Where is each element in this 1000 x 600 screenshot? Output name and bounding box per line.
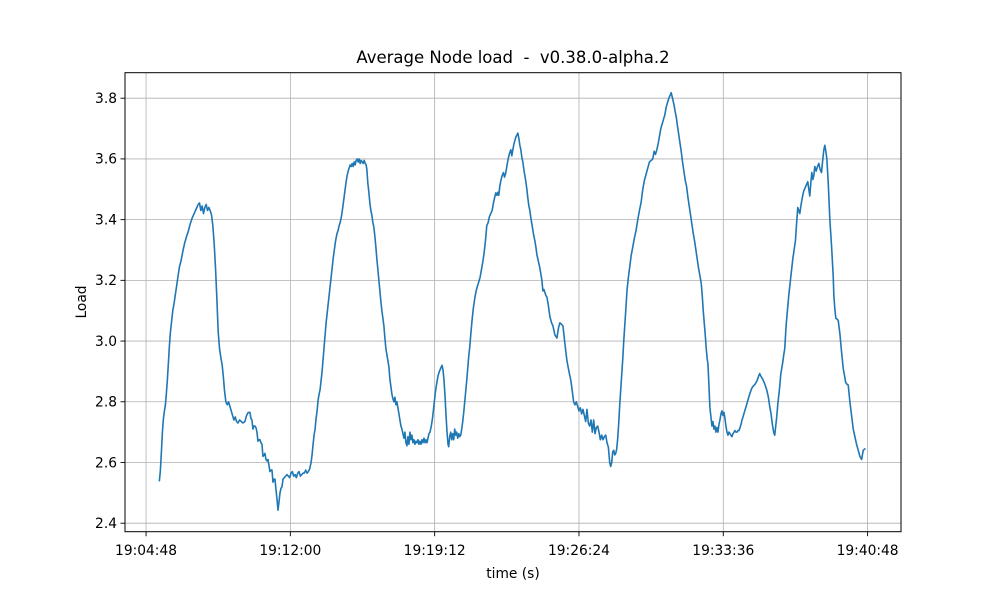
x-axis-label: time (s) [486, 566, 540, 582]
load-series-line [158, 91, 866, 511]
y-tick-label: 3.4 [95, 212, 117, 228]
x-tick-label: 19:19:12 [404, 543, 466, 559]
y-tick-label: 3.0 [95, 334, 117, 350]
x-tick-label: 19:04:48 [115, 543, 177, 559]
plot-border [124, 72, 902, 533]
y-tick-label: 3.6 [95, 152, 117, 168]
y-tick-label: 3.2 [95, 273, 117, 289]
y-tick-label: 2.4 [95, 516, 117, 532]
tick-marks-layer [120, 97, 869, 537]
tick-labels-layer: 19:04:48 19:12:00 19:19:12 19:26:24 19:33:36… [95, 91, 899, 559]
chart-title: Average Node load - v0.38.0-alpha.2 [356, 48, 669, 67]
x-tick-label: 19:40:48 [837, 543, 899, 559]
y-axis-label: Load [74, 285, 90, 318]
x-tick-label: 19:26:24 [548, 543, 610, 559]
x-tick-label: 19:33:36 [692, 543, 754, 559]
y-tick-label: 3.8 [95, 91, 117, 107]
grid-layer [125, 72, 901, 532]
y-tick-label: 2.6 [95, 455, 117, 471]
y-tick-label: 2.8 [95, 395, 117, 411]
x-tick-label: 19:12:00 [259, 543, 321, 559]
